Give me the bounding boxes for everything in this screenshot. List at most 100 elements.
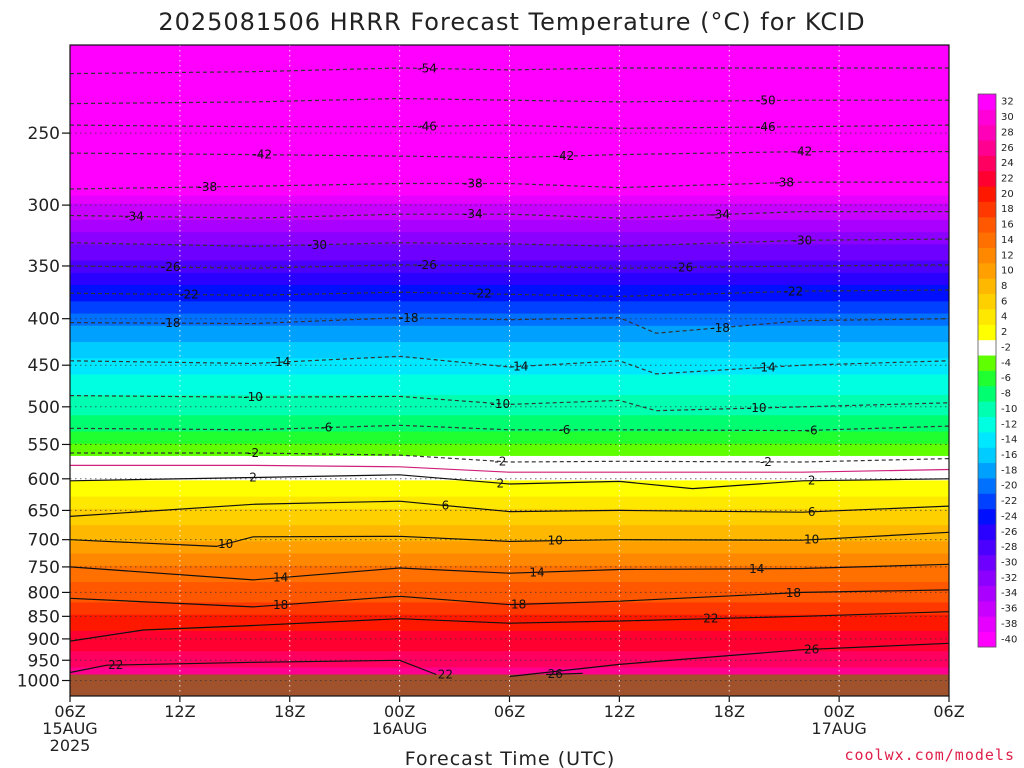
heatmap-band (70, 85, 949, 91)
credit-link[interactable]: coolwx.com/models (844, 746, 1015, 764)
heatmap-band (70, 671, 949, 677)
y-tick-label: 550 (28, 435, 60, 455)
x-tick-label: 06Z (54, 702, 85, 721)
heatmap-band (70, 647, 949, 652)
heatmap-band (70, 614, 949, 620)
colorbar-swatch (978, 355, 996, 371)
contour-line (70, 211, 949, 219)
contour-line (70, 611, 949, 642)
heatmap-band (70, 276, 949, 282)
heatmap-band (70, 565, 949, 571)
colorbar-swatch (978, 401, 996, 417)
y-axis: 250 300 350 400 450 500 550 600 650 700 750 800 850 9… (17, 124, 70, 692)
colorbar-label: -2 (1001, 342, 1011, 353)
heatmap-band (70, 492, 949, 498)
heatmap-band (70, 362, 949, 368)
colorbar-label: 8 (1001, 281, 1007, 292)
colorbar-swatch (978, 493, 996, 510)
heatmap-band (70, 500, 949, 506)
heatmap-band (70, 134, 949, 140)
heatmap-band (70, 301, 949, 306)
colorbar-label: 28 (1001, 127, 1014, 138)
heatmap-band (70, 321, 949, 327)
heatmap-band (70, 45, 949, 50)
chart-title: 2025081506 HRRR Forecast Temperature (°C… (158, 8, 865, 36)
heatmap-band (70, 350, 949, 355)
contour-label: -30 (307, 238, 327, 252)
heatmap-band (70, 219, 949, 225)
colorbar-swatch (978, 431, 996, 448)
heatmap-band (70, 480, 949, 486)
contour-line (70, 395, 949, 412)
colorbar-label: 14 (1001, 235, 1014, 246)
heatmap-band (70, 252, 949, 258)
heatmap-band (70, 516, 949, 522)
colorbar-swatch (978, 416, 996, 433)
contour-label: 2 (249, 470, 257, 484)
contour-line (70, 124, 949, 129)
colorbar-label: -4 (1001, 358, 1011, 369)
colorbar: -40-38-36-34-32-30-28-26-24-22-20-18-16-… (977, 93, 1017, 648)
heatmap-band (70, 630, 949, 636)
heatmap-band (70, 81, 949, 87)
contour-line (70, 589, 949, 608)
colorbar-label: 22 (1001, 173, 1014, 184)
contour-label: -2 (247, 446, 259, 460)
heatmap-band (70, 521, 949, 526)
heatmap-band (70, 435, 949, 441)
contour-label: -6 (558, 423, 570, 437)
heatmap-band (70, 89, 949, 95)
y-tick-label: 350 (28, 257, 60, 277)
heatmap-band (70, 256, 949, 262)
heatmap-band (70, 280, 949, 286)
contour-label: -14 (509, 359, 529, 373)
x-tick-label: 18Z (714, 702, 745, 721)
colorbar-swatch (978, 278, 996, 295)
colorbar-swatch (978, 124, 996, 141)
contour-line (70, 181, 949, 190)
heatmap-band (70, 69, 949, 75)
colorbar-label: -22 (1001, 496, 1017, 507)
colorbar-label: -40 (1001, 634, 1017, 645)
contour-label: -22 (472, 287, 492, 301)
heatmap-band (70, 590, 949, 595)
contour-label: -34 (710, 208, 730, 222)
x-tick-label: 2025 (50, 736, 91, 755)
contour-label: 18 (511, 597, 526, 611)
heatmap-band (70, 451, 949, 457)
y-tick-label: 450 (28, 356, 60, 376)
colorbar-swatch (978, 186, 996, 202)
contour-line (70, 531, 949, 548)
heatmap-band (70, 146, 949, 152)
heatmap-band (70, 106, 949, 111)
contour-line (70, 67, 949, 75)
heatmap-band (70, 114, 949, 119)
contour-label: 10 (218, 537, 233, 551)
heatmap-band (70, 504, 949, 510)
colorbar-swatch (978, 293, 996, 310)
heatmap-band (70, 496, 949, 502)
heatmap-band (70, 415, 949, 420)
contour-line (70, 238, 949, 247)
contour-label: -18 (161, 316, 181, 330)
y-tick-label: 800 (28, 583, 60, 603)
colorbar-swatch (978, 370, 996, 387)
heatmap-band (70, 354, 949, 359)
heatmap-band (70, 594, 949, 599)
colorbar-swatch (978, 170, 996, 187)
colorbar-label: 10 (1001, 266, 1014, 277)
colorbar-swatch (978, 201, 996, 218)
heatmap-band (70, 199, 949, 205)
colorbar-label: 32 (1001, 97, 1014, 108)
contour-label: -38 (774, 176, 794, 190)
heatmap-band (70, 537, 949, 542)
contour-line (70, 464, 949, 473)
heatmap-band (70, 407, 949, 412)
heatmap-band (70, 325, 949, 331)
x-tick-label: 00Z (823, 702, 854, 721)
colorbar-label: 16 (1001, 220, 1014, 231)
x-tick-label: 15AUG (42, 719, 97, 738)
x-tick-label: 00Z (384, 702, 415, 721)
contour-label: -6 (806, 423, 818, 437)
contour-label: 22 (703, 612, 718, 626)
